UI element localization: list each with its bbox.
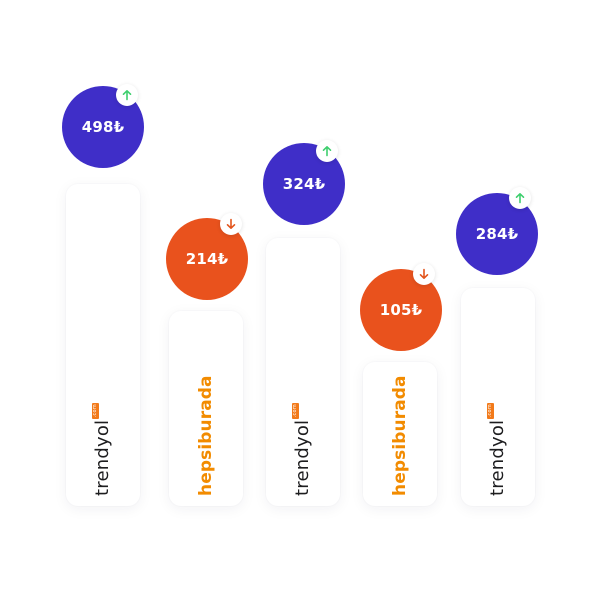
trendyol-logo-text: trendyol (92, 419, 113, 496)
trendyol-logo: trendyol.com (487, 402, 508, 496)
trend-badge-up (116, 84, 138, 106)
trendyol-logo-tag: .com (487, 402, 494, 419)
store-card-trendyol: trendyol.com (266, 238, 340, 506)
hepsiburada-logo-text: hepsiburada (390, 375, 410, 496)
price-value: 214₺ (185, 250, 229, 268)
trend-badge-up (509, 187, 531, 209)
hepsiburada-logo: hepsiburada (196, 375, 216, 496)
arrow-up-icon (122, 90, 132, 101)
trendyol-logo-text: trendyol (292, 419, 313, 496)
price-value: 498₺ (81, 118, 125, 136)
trendyol-logo: trendyol.com (292, 402, 313, 496)
hepsiburada-logo-text: hepsiburada (196, 375, 216, 496)
store-card-trendyol: trendyol.com (461, 288, 535, 506)
price-bubble: 324₺ (263, 143, 345, 225)
arrow-up-icon (515, 193, 525, 204)
trend-badge-down (413, 263, 435, 285)
trendyol-logo-text: trendyol (487, 419, 508, 496)
trendyol-logo-tag: .com (292, 402, 299, 419)
hepsiburada-logo: hepsiburada (390, 375, 410, 496)
price-value: 284₺ (475, 225, 519, 243)
arrow-up-icon (322, 146, 332, 157)
trend-badge-down (220, 213, 242, 235)
trendyol-logo-tag: .com (92, 402, 99, 419)
price-value: 105₺ (379, 301, 423, 319)
price-bubble: 284₺ (456, 193, 538, 275)
price-value: 324₺ (282, 175, 326, 193)
arrow-down-icon (226, 218, 236, 229)
trendyol-logo: trendyol.com (92, 402, 113, 496)
store-card-trendyol: trendyol.com (66, 184, 140, 506)
store-card-hepsiburada: hepsiburada (363, 362, 437, 506)
store-card-hepsiburada: hepsiburada (169, 311, 243, 506)
arrow-down-icon (419, 268, 429, 279)
trend-badge-up (316, 140, 338, 162)
